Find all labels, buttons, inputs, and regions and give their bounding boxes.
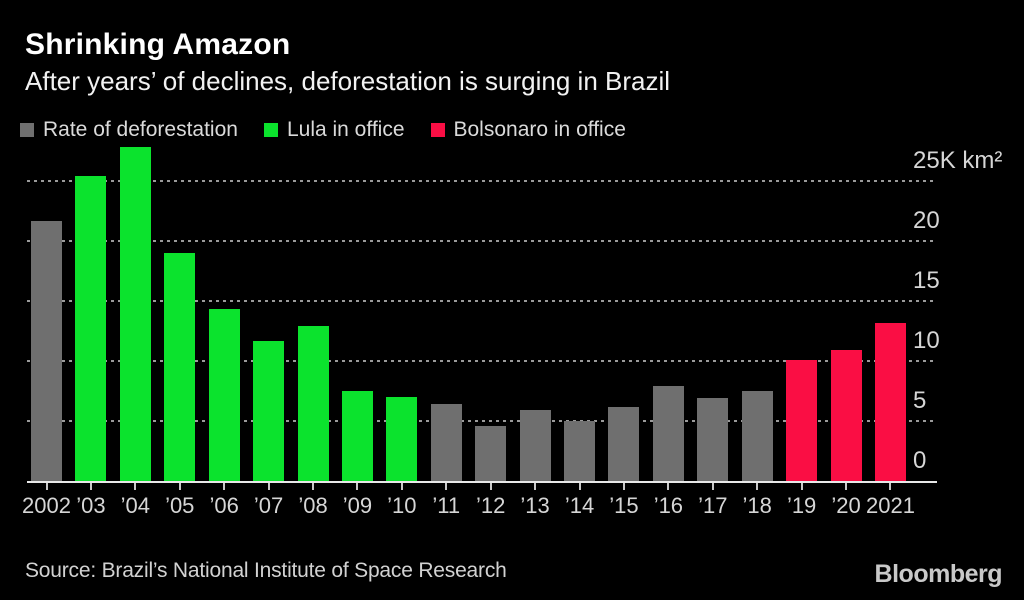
bar-12 <box>475 426 507 481</box>
bloomberg-logo: Bloomberg <box>874 560 1003 588</box>
legend-label-deforestation: Rate of deforestation <box>43 118 238 141</box>
x-axis-line <box>27 481 937 483</box>
x-axis-label-10: ’10 <box>387 493 417 518</box>
y-axis-label-15: 15 <box>913 267 940 294</box>
y-gridline-25 <box>27 180 937 182</box>
y-axis-label-25: 25K km² <box>913 147 1003 174</box>
legend-item-lula: Lula in office <box>263 118 405 142</box>
x-tick-07 <box>267 483 270 490</box>
bar-17 <box>697 398 729 481</box>
x-axis-label-17: ’17 <box>698 493 728 518</box>
legend-item-bolsonaro: Bolsonaro in office <box>430 118 626 142</box>
x-tick-15 <box>622 483 625 490</box>
x-axis-label-03: ’03 <box>76 493 106 518</box>
x-tick-17 <box>711 483 714 490</box>
legend-label-lula: Lula in office <box>286 118 405 141</box>
x-tick-2021 <box>889 483 892 490</box>
x-tick-2002 <box>45 483 48 490</box>
legend-swatch-gray <box>20 123 34 137</box>
legend-swatch-red <box>430 123 445 137</box>
x-axis-label-07: ’07 <box>253 493 284 518</box>
y-axis-label-20: 20 <box>913 207 940 234</box>
y-gridline-10 <box>27 360 937 362</box>
x-tick-13 <box>534 483 537 490</box>
x-tick-10 <box>400 483 403 490</box>
x-tick-08 <box>312 483 315 490</box>
bar-11 <box>430 404 462 481</box>
legend-label-bolsonaro: Bolsonaro in office <box>453 118 626 141</box>
bar-08 <box>297 326 329 481</box>
chart-title: Shrinking Amazon <box>25 28 291 61</box>
y-axis-label-10: 10 <box>913 327 940 354</box>
x-tick-12 <box>489 483 492 490</box>
bar-16 <box>652 386 684 481</box>
source-note: Source: Brazil’s National Institute of S… <box>25 559 507 582</box>
x-axis-label-14: ’14 <box>564 493 595 518</box>
y-gridline-20 <box>27 240 937 242</box>
x-tick-09 <box>356 483 359 490</box>
y-gridline-5 <box>27 420 937 422</box>
bar-05 <box>164 253 196 481</box>
x-tick-18 <box>756 483 759 490</box>
bar-18 <box>741 391 773 481</box>
x-axis-label-13: ’13 <box>520 493 550 518</box>
x-axis-label-18: ’18 <box>742 493 772 518</box>
x-tick-05 <box>178 483 181 490</box>
bar-2002 <box>31 221 62 481</box>
x-axis-label-12: ’12 <box>476 493 506 518</box>
bar-04 <box>119 147 151 481</box>
x-axis-label-19: ’19 <box>786 493 817 518</box>
y-gridline-15 <box>27 300 937 302</box>
y-axis-label-0: 0 <box>913 447 927 474</box>
bar-19 <box>786 360 818 481</box>
bar-14 <box>564 421 596 481</box>
x-axis-label-06: ’06 <box>209 493 239 518</box>
x-tick-16 <box>667 483 670 490</box>
x-axis-label-20: ’20 <box>831 493 861 518</box>
chart-subtitle: After years’ of declines, deforestation … <box>25 66 671 96</box>
legend-swatch-green <box>263 123 278 137</box>
x-axis-label-2021: 2021 <box>865 493 915 518</box>
x-tick-11 <box>445 483 448 490</box>
x-tick-20 <box>845 483 848 490</box>
x-axis-label-08: ’08 <box>298 493 328 518</box>
x-tick-04 <box>134 483 137 490</box>
x-tick-03 <box>89 483 92 490</box>
bar-20 <box>830 350 862 481</box>
bar-13 <box>519 410 551 481</box>
legend: Rate of deforestation Lula in office Bol… <box>20 118 626 142</box>
x-axis-label-2002: 2002 <box>22 493 71 518</box>
x-axis-label-16: ’16 <box>653 493 684 518</box>
x-tick-06 <box>223 483 226 490</box>
bar-2021 <box>874 323 906 481</box>
x-axis-label-09: ’09 <box>342 493 373 518</box>
bar-07 <box>253 341 285 481</box>
legend-item-deforestation: Rate of deforestation <box>20 118 238 142</box>
bar-06 <box>208 309 240 481</box>
x-axis-label-04: ’04 <box>120 493 150 518</box>
bar-10 <box>386 397 418 481</box>
y-axis-label-5: 5 <box>913 387 927 414</box>
x-tick-19 <box>800 483 803 490</box>
bar-15 <box>608 407 640 481</box>
x-axis-label-15: ’15 <box>609 493 639 518</box>
x-axis-label-05: ’05 <box>165 493 195 518</box>
x-tick-14 <box>578 483 581 490</box>
bar-03 <box>75 176 107 481</box>
bar-09 <box>341 391 373 481</box>
x-axis-label-11: ’11 <box>432 493 461 518</box>
